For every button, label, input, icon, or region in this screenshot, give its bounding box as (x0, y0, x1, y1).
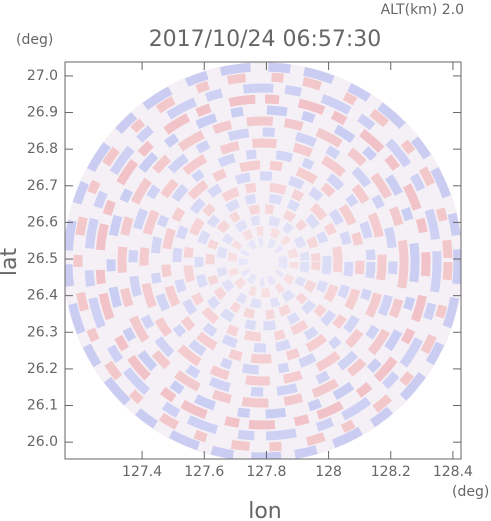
x-tick-label: 128 (315, 464, 342, 480)
chart-title: 2017/10/24 06:57:30 (149, 27, 382, 52)
y-tick-label: 26.6 (27, 214, 58, 230)
y-tick-label: 26.8 (27, 141, 58, 157)
y-tick-label: 26.7 (27, 178, 58, 194)
y-tick-label: 26.3 (27, 324, 58, 340)
x-tick-label: 127.6 (184, 464, 224, 480)
y-tick-label: 26.1 (27, 398, 58, 414)
x-axis-label: lon (248, 499, 282, 521)
y-axis-label: lat (0, 248, 22, 277)
altitude-label: ALT(km) 2.0 (381, 2, 464, 18)
x-tick-label: 128.2 (371, 464, 411, 480)
y-tick-label: 27.0 (27, 68, 58, 84)
x-tick-label: 128.4 (433, 464, 473, 480)
y-tick-label: 26.0 (27, 434, 58, 450)
y-tick-label: 26.4 (27, 288, 58, 304)
y-tick-label: 26.5 (27, 251, 58, 267)
plot-frame (64, 61, 462, 460)
y-tick-label: 26.2 (27, 361, 58, 377)
y-tick-label: 26.9 (27, 105, 58, 121)
radar-field (65, 62, 461, 459)
x-tick-label: 127.4 (122, 464, 162, 480)
y-unit: (deg) (16, 32, 53, 48)
x-unit: (deg) (452, 484, 489, 500)
x-tick-label: 127.8 (246, 464, 286, 480)
